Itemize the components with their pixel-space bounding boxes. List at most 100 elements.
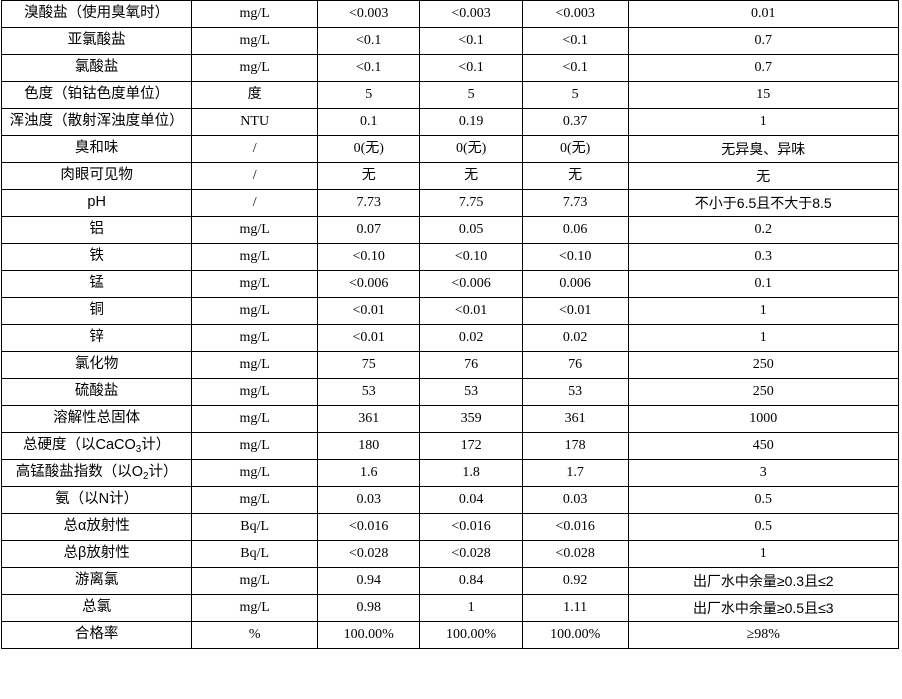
parameter-name-cell: 氨（以N计） bbox=[1, 486, 193, 514]
sample-3-value-cell: 0(无) bbox=[522, 135, 629, 163]
table-row: 高锰酸盐指数（以O2计） mg/L 1.6 1.8 1.7 3 bbox=[1, 459, 900, 487]
sample-2-value-cell: <0.1 bbox=[419, 54, 523, 82]
unit-cell: mg/L bbox=[191, 405, 319, 433]
standard-limit-cell: 无异臭、异味 bbox=[628, 135, 900, 163]
standard-limit-cell: 1 bbox=[628, 324, 900, 352]
parameter-name-cell: 硫酸盐 bbox=[1, 378, 193, 406]
unit-cell: NTU bbox=[191, 108, 319, 136]
sample-3-value-cell: 1.7 bbox=[522, 459, 629, 487]
sample-2-value-cell: <0.006 bbox=[419, 270, 523, 298]
sample-2-value-cell: <0.003 bbox=[419, 0, 523, 28]
table-row: 氯酸盐 mg/L <0.1 <0.1 <0.1 0.7 bbox=[1, 54, 900, 82]
unit-cell: mg/L bbox=[191, 567, 319, 595]
parameter-name-cell: 色度（铂钴色度单位） bbox=[1, 81, 193, 109]
standard-limit-cell: 1000 bbox=[628, 405, 900, 433]
unit-cell: % bbox=[191, 621, 319, 649]
sample-2-value-cell: <0.1 bbox=[419, 27, 523, 55]
parameter-name-cell: 臭和味 bbox=[1, 135, 193, 163]
unit-cell: mg/L bbox=[191, 0, 319, 28]
sample-1-value-cell: 75 bbox=[317, 351, 421, 379]
standard-limit-cell: 不小于6.5且不大于8.5 bbox=[628, 189, 900, 217]
parameter-name-cell: 铝 bbox=[1, 216, 193, 244]
standard-limit-cell: 0.01 bbox=[628, 0, 900, 28]
sample-3-value-cell: 7.73 bbox=[522, 189, 629, 217]
unit-cell: / bbox=[191, 135, 319, 163]
sample-3-value-cell: 0.03 bbox=[522, 486, 629, 514]
parameter-name-cell: 总氯 bbox=[1, 594, 193, 622]
unit-cell: mg/L bbox=[191, 378, 319, 406]
sample-2-value-cell: 无 bbox=[419, 162, 523, 190]
parameter-name-cell: 铁 bbox=[1, 243, 193, 271]
standard-limit-cell: 出厂水中余量≥0.5且≤3 bbox=[628, 594, 900, 622]
standard-limit-cell: 0.3 bbox=[628, 243, 900, 271]
parameter-name-cell: 总α放射性 bbox=[1, 513, 193, 541]
sample-1-value-cell: 100.00% bbox=[317, 621, 421, 649]
parameter-name-cell: 总β放射性 bbox=[1, 540, 193, 568]
unit-cell: mg/L bbox=[191, 216, 319, 244]
sample-3-value-cell: 5 bbox=[522, 81, 629, 109]
table-row: 浑浊度（散射浑浊度单位） NTU 0.1 0.19 0.37 1 bbox=[1, 108, 900, 136]
water-quality-table-body: 溴酸盐（使用臭氧时） mg/L <0.003 <0.003 <0.003 0.01 亚氯酸盐… bbox=[1, 0, 900, 649]
parameter-name-cell: 铜 bbox=[1, 297, 193, 325]
sample-1-value-cell: <0.028 bbox=[317, 540, 421, 568]
sample-1-value-cell: 0(无) bbox=[317, 135, 421, 163]
standard-limit-cell: 250 bbox=[628, 378, 900, 406]
sample-2-value-cell: 76 bbox=[419, 351, 523, 379]
parameter-name-cell: 氯酸盐 bbox=[1, 54, 193, 82]
table-row: 总β放射性 Bq/L <0.028 <0.028 <0.028 1 bbox=[1, 540, 900, 568]
sample-3-value-cell: 361 bbox=[522, 405, 629, 433]
table-row: 臭和味/0(无) 0(无) 0(无) 无异臭、异味 bbox=[1, 135, 900, 163]
sample-3-value-cell: 0.37 bbox=[522, 108, 629, 136]
sample-2-value-cell: 0.05 bbox=[419, 216, 523, 244]
sample-2-value-cell: 172 bbox=[419, 432, 523, 460]
sample-1-value-cell: 180 bbox=[317, 432, 421, 460]
sample-1-value-cell: 0.94 bbox=[317, 567, 421, 595]
table-row: 铁 mg/L <0.10 <0.10 <0.10 0.3 bbox=[1, 243, 900, 271]
sample-2-value-cell: <0.01 bbox=[419, 297, 523, 325]
sample-2-value-cell: 0(无) bbox=[419, 135, 523, 163]
water-quality-table: 溴酸盐（使用臭氧时） mg/L <0.003 <0.003 <0.003 0.01 亚氯酸盐… bbox=[1, 0, 900, 649]
table-row: 铝 mg/L 0.07 0.05 0.06 0.2 bbox=[1, 216, 900, 244]
sample-3-value-cell: 178 bbox=[522, 432, 629, 460]
standard-limit-cell: 无 bbox=[628, 162, 900, 190]
unit-cell: / bbox=[191, 189, 319, 217]
sample-1-value-cell: 无 bbox=[317, 162, 421, 190]
standard-limit-cell: 0.7 bbox=[628, 54, 900, 82]
sample-2-value-cell: 5 bbox=[419, 81, 523, 109]
standard-limit-cell: ≥98% bbox=[628, 621, 900, 649]
standard-limit-cell: 0.1 bbox=[628, 270, 900, 298]
sample-2-value-cell: 7.75 bbox=[419, 189, 523, 217]
sample-2-value-cell: <0.10 bbox=[419, 243, 523, 271]
standard-limit-cell: 3 bbox=[628, 459, 900, 487]
parameter-name-cell: 合格率 bbox=[1, 621, 193, 649]
table-row: 色度（铂钴色度单位）度 5 5 5 15 bbox=[1, 81, 900, 109]
table-row: 总α放射性 Bq/L <0.016 <0.016 <0.016 0.5 bbox=[1, 513, 900, 541]
sample-3-value-cell: <0.10 bbox=[522, 243, 629, 271]
unit-cell: Bq/L bbox=[191, 540, 319, 568]
unit-cell: mg/L bbox=[191, 459, 319, 487]
sample-2-value-cell: 0.19 bbox=[419, 108, 523, 136]
sample-2-value-cell: 1.8 bbox=[419, 459, 523, 487]
unit-cell: mg/L bbox=[191, 486, 319, 514]
unit-cell: Bq/L bbox=[191, 513, 319, 541]
sample-1-value-cell: 5 bbox=[317, 81, 421, 109]
sample-3-value-cell: <0.016 bbox=[522, 513, 629, 541]
parameter-name-cell: 高锰酸盐指数（以O2计） bbox=[1, 459, 193, 487]
parameter-name-cell: 总硬度（以CaCO3计） bbox=[1, 432, 193, 460]
sample-1-value-cell: <0.006 bbox=[317, 270, 421, 298]
unit-cell: mg/L bbox=[191, 324, 319, 352]
parameter-name-cell: 溶解性总固体 bbox=[1, 405, 193, 433]
sample-3-value-cell: <0.003 bbox=[522, 0, 629, 28]
sample-1-value-cell: 1.6 bbox=[317, 459, 421, 487]
sample-3-value-cell: 无 bbox=[522, 162, 629, 190]
parameter-name-cell: 溴酸盐（使用臭氧时） bbox=[1, 0, 193, 28]
unit-cell: mg/L bbox=[191, 270, 319, 298]
standard-limit-cell: 1 bbox=[628, 108, 900, 136]
standard-limit-cell: 15 bbox=[628, 81, 900, 109]
table-row: 锌 mg/L <0.01 0.02 0.02 1 bbox=[1, 324, 900, 352]
unit-cell: mg/L bbox=[191, 297, 319, 325]
standard-limit-cell: 450 bbox=[628, 432, 900, 460]
sample-1-value-cell: <0.003 bbox=[317, 0, 421, 28]
sample-3-value-cell: 76 bbox=[522, 351, 629, 379]
sample-3-value-cell: 1.11 bbox=[522, 594, 629, 622]
